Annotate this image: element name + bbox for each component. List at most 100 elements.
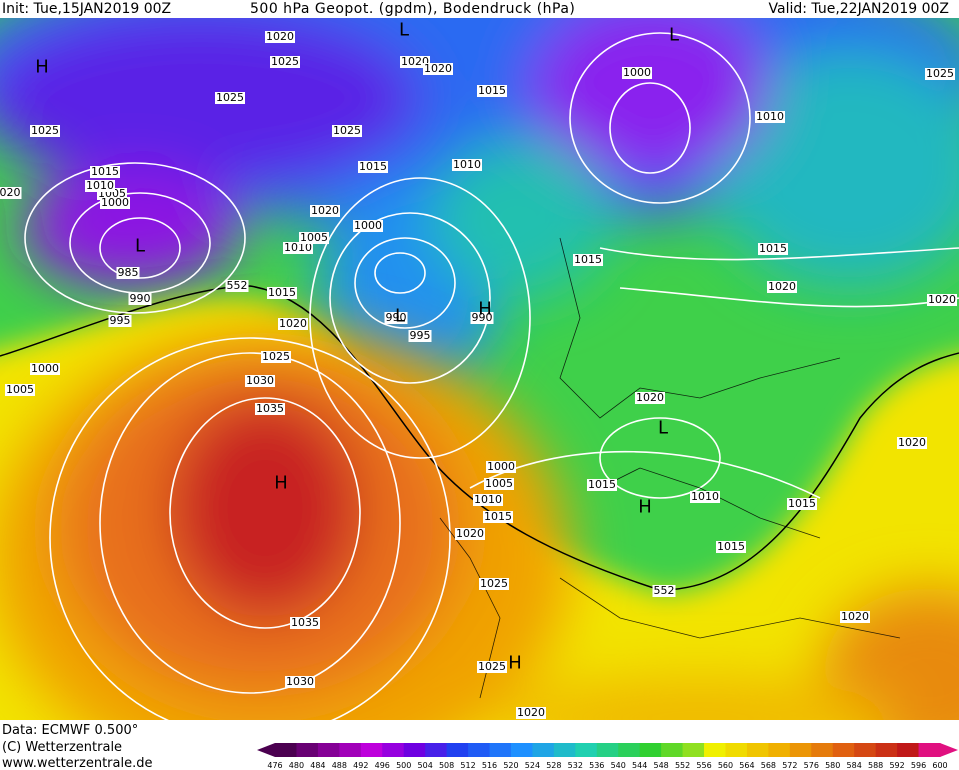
colorbar-segment xyxy=(918,743,941,757)
isobar-label: 1015 xyxy=(758,242,788,255)
pressure-center: L xyxy=(657,417,669,439)
isobar-label: 1020 xyxy=(767,280,797,293)
colorbar-segment xyxy=(425,743,448,757)
colorbar-segment xyxy=(257,743,275,757)
isobar-label: 1000 xyxy=(486,460,516,473)
isobar-label: 1000 xyxy=(353,219,383,232)
isobar-label: 1025 xyxy=(477,660,507,673)
isobar-label: 1020 xyxy=(635,391,665,404)
pressure-center: H xyxy=(508,652,522,674)
isobar-label: 1000 xyxy=(30,362,60,375)
isobar-label: 1020 xyxy=(423,62,453,75)
colorbar-segment xyxy=(682,743,705,757)
colorbar-tick-label: 588 xyxy=(868,761,884,770)
isobar-label: 1010 xyxy=(690,490,720,503)
colorbar-segment xyxy=(661,743,684,757)
isobar-label: 1010 xyxy=(85,179,115,192)
colorbar-tick-label: 528 xyxy=(546,761,562,770)
isobar-label: 1015 xyxy=(267,286,297,299)
colorbar-tick-label: 568 xyxy=(760,761,777,770)
colorbar-segment xyxy=(854,743,877,757)
colorbar-tick-label: 556 xyxy=(696,761,712,770)
isobar-label: 1015 xyxy=(358,160,388,173)
isobar-label: 1020 xyxy=(927,293,957,306)
colorbar-tick-label: 500 xyxy=(396,761,412,770)
colorbar-tick-label: 576 xyxy=(803,761,819,770)
isobar-label: 1015 xyxy=(587,478,617,491)
colorbar-tick-label: 532 xyxy=(567,761,583,770)
colorbar-segment xyxy=(832,743,855,757)
colorbar-tick-label: 480 xyxy=(288,761,305,770)
isobar-label: 552 xyxy=(652,584,676,597)
isobar-label: 990 xyxy=(128,292,152,305)
isobar-label: 990 xyxy=(470,311,494,324)
init-time: Init: Tue,15JAN2019 00Z xyxy=(2,1,172,17)
pressure-center: H xyxy=(35,56,49,78)
isobar-label: 020 xyxy=(0,186,22,199)
colorbar-segment xyxy=(811,743,834,757)
isobar-label: 1000 xyxy=(622,66,652,79)
isobar-label: 1000 xyxy=(100,196,130,209)
isobar-label: 552 xyxy=(225,279,249,292)
isobar-label: 1035 xyxy=(255,402,285,415)
colorbar-tick-label: 504 xyxy=(417,761,433,770)
isobar-label: 1020 xyxy=(897,436,927,449)
colorbar-tick-label: 592 xyxy=(889,761,905,770)
colorbar-tick-label: 572 xyxy=(782,761,798,770)
colorbar-tick-label: 520 xyxy=(503,761,519,770)
colorbar-segment xyxy=(553,743,576,757)
colorbar-segment xyxy=(468,743,491,757)
colorbar-tick-label: 536 xyxy=(589,761,605,770)
isobar-label: 1020 xyxy=(516,706,546,719)
isobar-label: 1025 xyxy=(215,91,245,104)
colorbar-segment xyxy=(489,743,512,757)
footer-data: Data: ECMWF 0.500° xyxy=(2,723,139,738)
isobar-label: 995 xyxy=(108,314,132,327)
colorbar-tick-label: 544 xyxy=(632,761,648,770)
colorbar-segment xyxy=(897,743,920,757)
colorbar-segment xyxy=(575,743,598,757)
isobar-label: 990 xyxy=(384,311,408,324)
pressure-center: H xyxy=(478,298,492,320)
isobar-label: 1030 xyxy=(285,675,315,688)
colorbar-tick-label: 552 xyxy=(674,761,691,770)
colorbar-tick-label: 540 xyxy=(610,761,626,770)
colorbar-segment xyxy=(382,743,405,757)
colorbar-tick-label: 564 xyxy=(739,761,755,770)
colorbar-segment xyxy=(360,743,383,757)
isobar-label: 1025 xyxy=(479,577,509,590)
isobar-label: 1005 xyxy=(484,477,514,490)
map-title: 500 hPa Geopot. (gpdm), Bodendruck (hPa) xyxy=(250,1,576,17)
isobar-label: 1010 xyxy=(473,493,503,506)
isobar-label: 1020 xyxy=(265,30,295,43)
colorbar-segment xyxy=(446,743,469,757)
isobar-label: 1030 xyxy=(245,374,275,387)
isobar-label: 1015 xyxy=(787,497,817,510)
isobar-label: 1010 xyxy=(755,110,785,123)
isobar-label: 1015 xyxy=(90,165,120,178)
isobar-label: 1010 xyxy=(283,241,313,254)
colorbar-segment xyxy=(532,743,555,757)
isobar-label: 1005 xyxy=(299,231,329,244)
colorbar-tick-label: 492 xyxy=(353,761,369,770)
isobar-label: 1025 xyxy=(925,67,955,80)
colorbar-segment xyxy=(403,743,426,757)
colorbar-tick-label: 596 xyxy=(910,761,927,770)
isobar-label: 1025 xyxy=(261,350,291,363)
isobar-label: 1020 xyxy=(278,317,308,330)
valid-time: Valid: Tue,22JAN2019 00Z xyxy=(768,1,950,17)
colorbar-tick-label: 508 xyxy=(438,761,455,770)
colorbar-segment xyxy=(618,743,641,757)
pressure-center: L xyxy=(394,305,406,327)
isobar-label: 1020 xyxy=(310,204,340,217)
colorbar-segment xyxy=(639,743,662,757)
colorbar-segment xyxy=(317,743,340,757)
colorbar-segment xyxy=(746,743,769,757)
colorbar-segment xyxy=(768,743,791,757)
colorbar-segment xyxy=(510,743,533,757)
isobar-label: 1015 xyxy=(483,510,513,523)
map xyxy=(0,18,959,720)
isobar-label: 1015 xyxy=(477,84,507,97)
isobar-label: 1020 xyxy=(400,55,430,68)
